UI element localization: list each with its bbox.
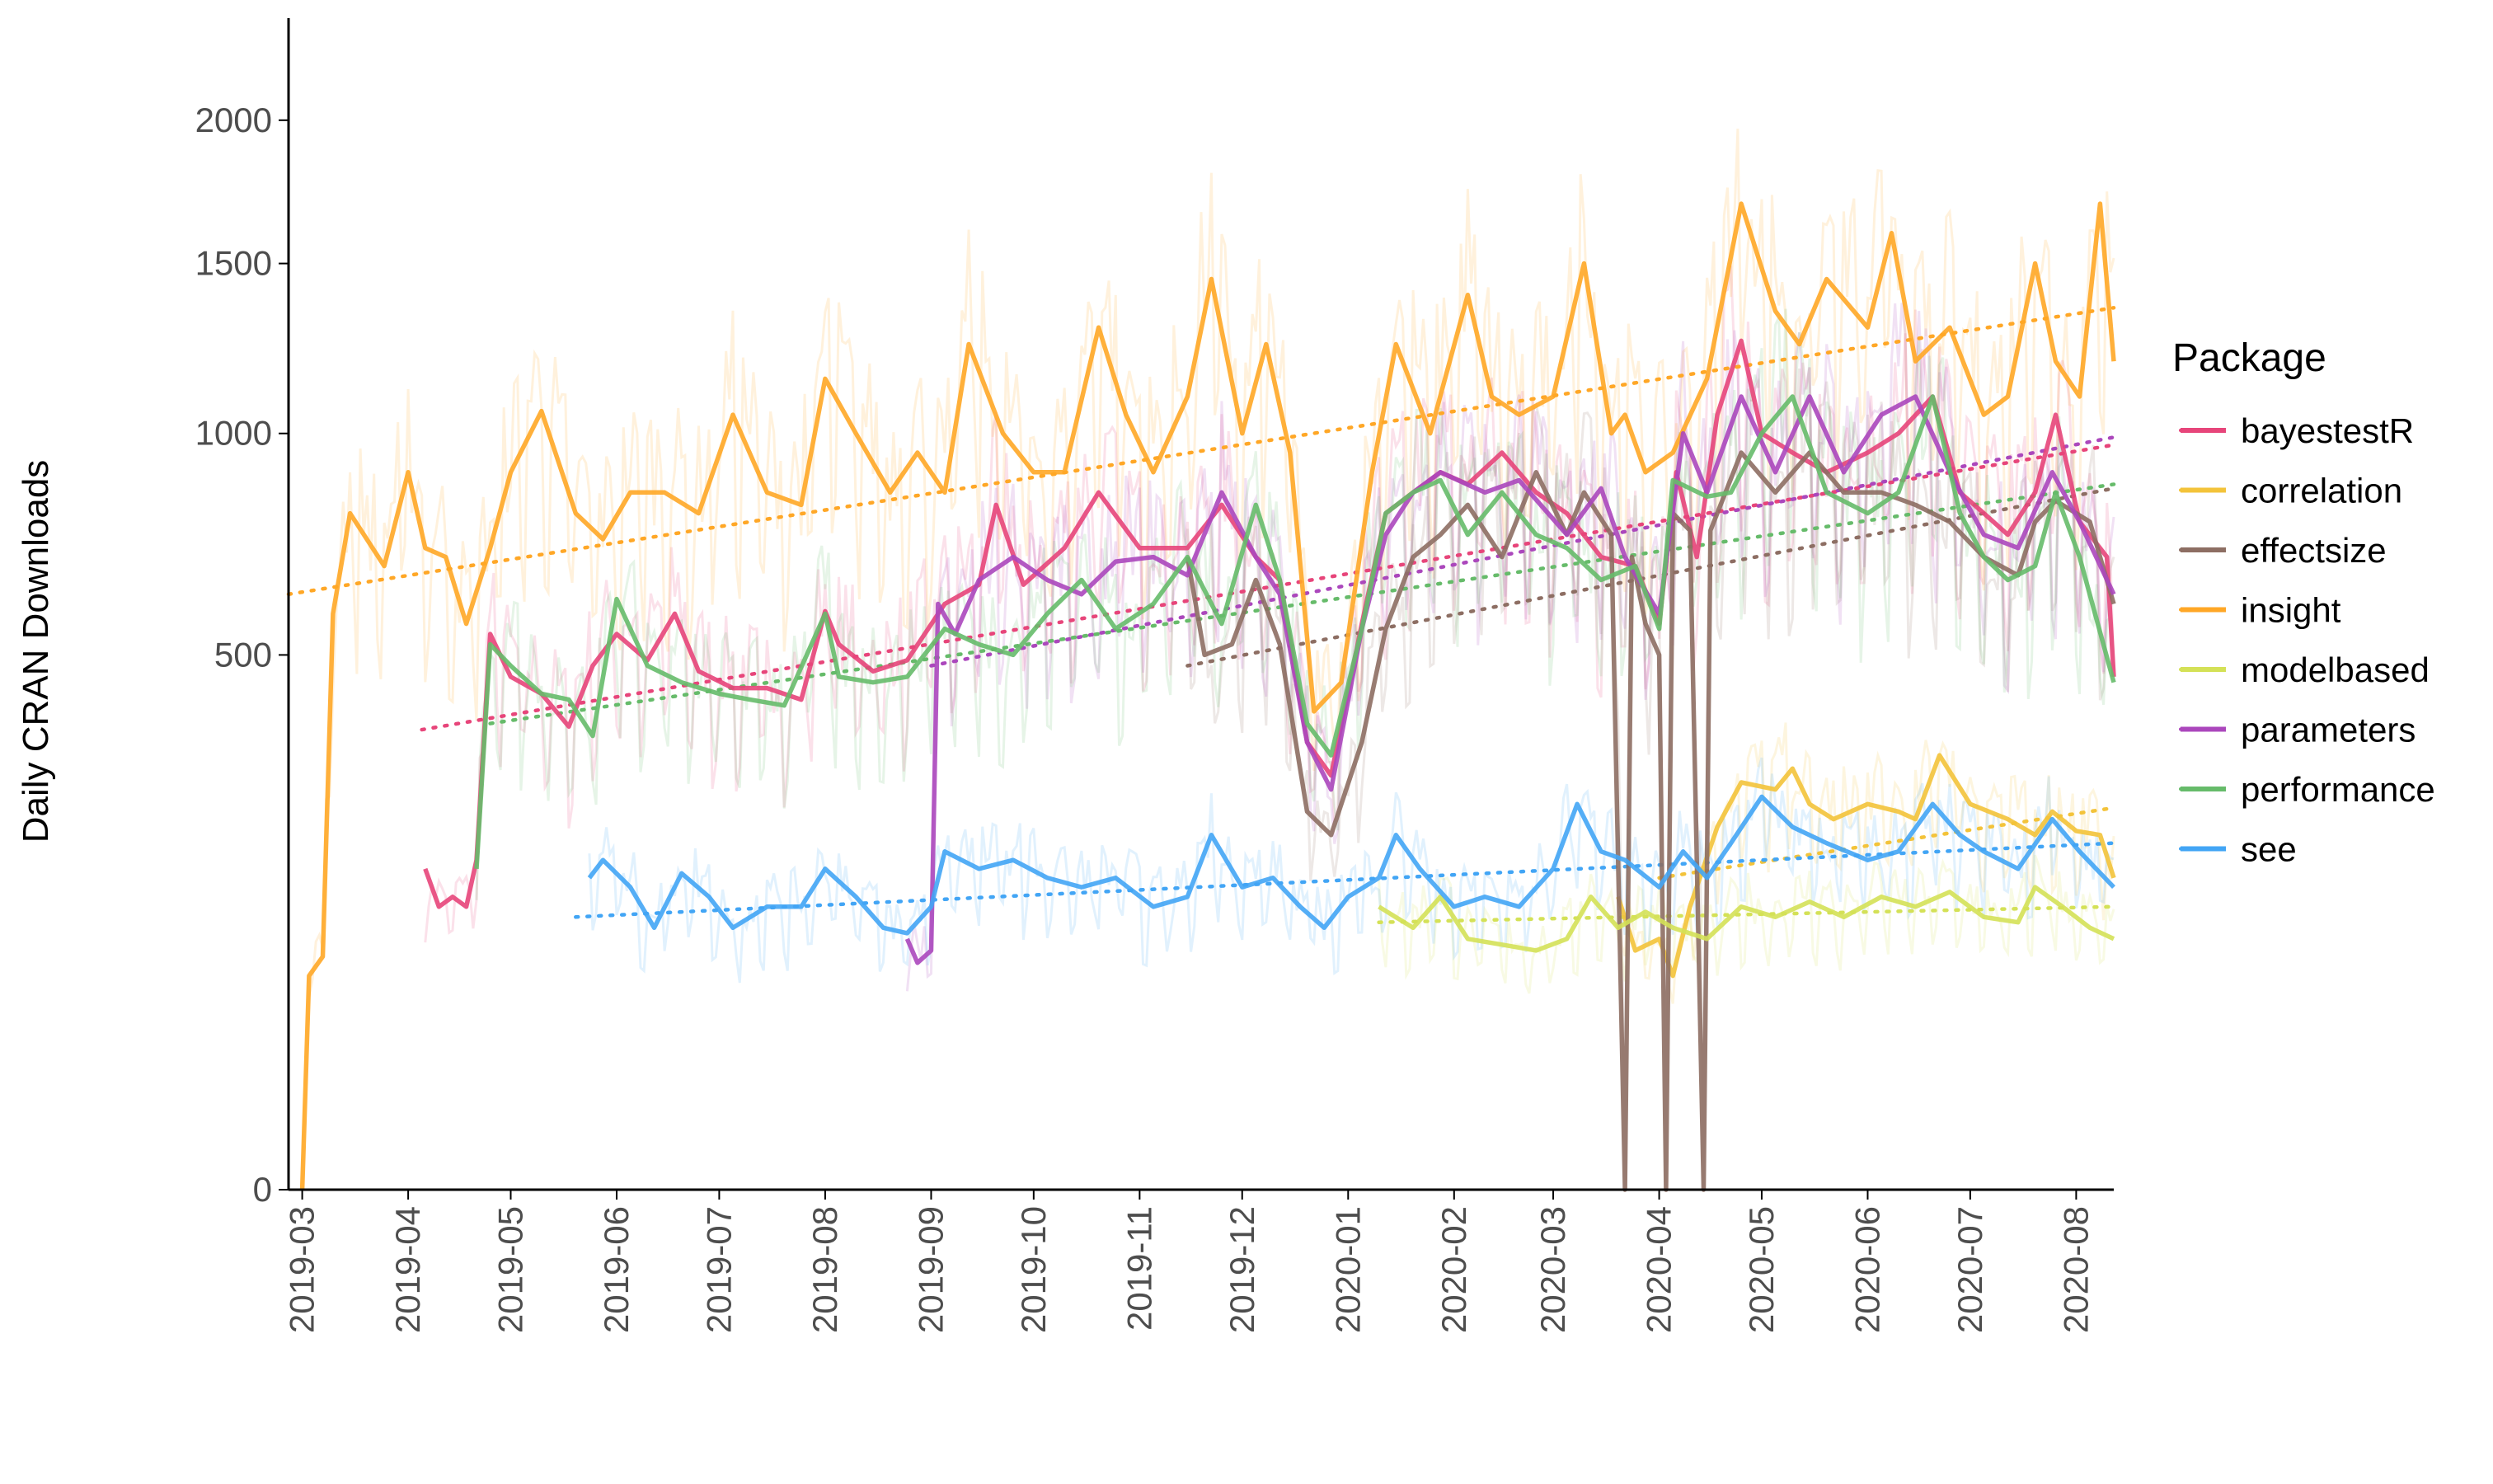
legend-item-modelbased: modelbased [2179, 650, 2430, 689]
y-tick-label: 1000 [195, 414, 272, 453]
raw-line-bayestestr [424, 265, 2115, 943]
x-ticks: 2019-03 2019-04 2019-05 2019-06 2019-07 2019-… [283, 1190, 2095, 1333]
y-tick-label: 500 [214, 635, 272, 674]
x-tick-label: 2019-06 [597, 1206, 636, 1333]
x-tick-label: 2020-01 [1328, 1206, 1367, 1333]
x-tick-label: 2019-03 [283, 1206, 322, 1333]
x-tick-label: 2019-11 [1120, 1206, 1158, 1331]
smoothed-lines [299, 201, 2116, 1192]
y-tick-label: 2000 [195, 101, 272, 139]
trend-line-effectsize [1185, 486, 2116, 668]
raw-line-parameters [905, 303, 2115, 992]
x-tick-label: 2020-05 [1742, 1206, 1781, 1333]
series-line-modelbased [1378, 885, 2115, 953]
y-tick-label: 0 [253, 1170, 272, 1209]
series-line-see [587, 794, 2115, 936]
series-line-parameters [904, 394, 2116, 965]
x-tick-label: 2019-10 [1014, 1206, 1053, 1333]
raw-line-correlation [1617, 722, 2115, 1004]
x-tick-label: 2019-07 [699, 1206, 738, 1333]
x-tick-label: 2020-07 [1951, 1206, 1989, 1333]
series-line-insight [299, 201, 2116, 1190]
x-tick-label: 2019-05 [491, 1206, 529, 1333]
raw-line-see [588, 757, 2115, 984]
y-ticks: 0 500 1000 1500 2000 [195, 101, 289, 1209]
trend-line-modelbased [1377, 904, 2116, 924]
y-axis-title: Daily CRAN Downloads [16, 460, 56, 843]
legend-item-correlation: correlation [2179, 472, 2402, 510]
legend-title: Package [2172, 336, 2326, 380]
legend-item-insight: insight [2179, 591, 2341, 630]
x-tick-label: 2020-03 [1533, 1206, 1572, 1333]
series-line-performance [474, 394, 2116, 869]
legend-label: modelbased [2241, 650, 2430, 689]
x-tick-label: 2019-08 [805, 1206, 844, 1333]
legend-item-see: see [2179, 830, 2297, 869]
trend-line-correlation [1657, 805, 2116, 881]
axes [287, 18, 2114, 1191]
legend-label: performance [2241, 770, 2435, 809]
x-tick-label: 2019-09 [911, 1206, 950, 1333]
legend-label: parameters [2241, 711, 2416, 749]
legend-item-bayestestr: bayestestR [2179, 411, 2414, 450]
x-tick-label: 2020-02 [1434, 1206, 1473, 1333]
y-tick-label: 1500 [195, 244, 272, 283]
trend-line-bayestestr [420, 443, 2116, 732]
x-tick-label: 2020-08 [2056, 1206, 2095, 1333]
legend-item-performance: performance [2179, 770, 2435, 809]
legend-label: bayestestR [2241, 411, 2414, 450]
trend-line-insight [286, 306, 2116, 597]
legend: Package bayestestR correlation effectsize i… [2172, 336, 2435, 869]
legend-label: correlation [2241, 472, 2402, 510]
x-tick-label: 2019-04 [388, 1206, 427, 1333]
legend-label: see [2241, 830, 2297, 869]
legend-label: effectsize [2241, 531, 2387, 570]
series-line-effectsize [1185, 450, 2116, 1192]
legend-item-effectsize: effectsize [2179, 531, 2387, 570]
x-tick-label: 2020-04 [1640, 1206, 1678, 1333]
trend-line-parameters [929, 435, 2116, 668]
x-tick-label: 2019-12 [1223, 1206, 1261, 1333]
legend-label: insight [2241, 591, 2341, 630]
series-line-correlation [1616, 753, 2116, 979]
x-tick-label: 2020-06 [1847, 1206, 1886, 1333]
legend-item-parameters: parameters [2179, 711, 2416, 749]
raw-line-effectsize [1185, 369, 2115, 1190]
